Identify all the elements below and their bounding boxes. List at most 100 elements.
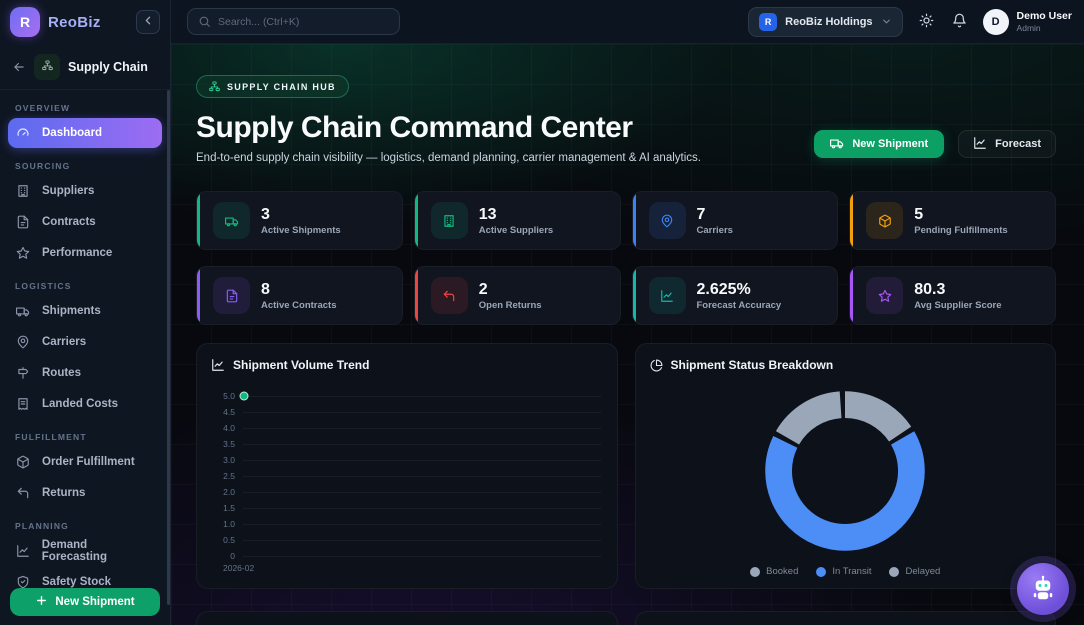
- sidebar-nav: Overview Dashboard Sourcing Suppliers Contra…: [0, 90, 170, 589]
- page-title: Supply Chain Command Center: [196, 111, 633, 144]
- user-name: Demo User: [1016, 10, 1072, 23]
- search-icon: [198, 15, 211, 28]
- stat-accent-bar: [197, 267, 200, 324]
- y-tick-label: 3.5: [223, 439, 235, 449]
- y-tick-label: 4.0: [223, 423, 235, 433]
- truck-icon: [213, 202, 250, 239]
- stat-accent-bar: [850, 192, 854, 249]
- sidebar-item-carriers[interactable]: Carriers: [8, 327, 162, 357]
- gridline: [243, 428, 601, 429]
- module-icon-box: [34, 53, 60, 80]
- return-icon: [16, 486, 32, 500]
- search-box: [187, 8, 400, 35]
- stat-label: Forecast Accuracy: [696, 300, 782, 311]
- sidebar-item-contracts[interactable]: Contracts: [8, 207, 162, 237]
- sidebar-item-performance[interactable]: Performance: [8, 238, 162, 268]
- sidebar-item-safety-stock[interactable]: Safety Stock: [8, 567, 162, 597]
- sidebar-item-label: Suppliers: [42, 185, 95, 197]
- map-pin-icon: [16, 335, 32, 349]
- new-shipment-button[interactable]: New Shipment: [814, 130, 945, 158]
- sidebar-item-dashboard[interactable]: Dashboard: [8, 118, 162, 148]
- legend-item-in-transit[interactable]: In Transit: [816, 566, 871, 577]
- return-icon: [430, 277, 468, 314]
- legend-dot: [816, 566, 827, 577]
- legend-item-delayed[interactable]: Delayed: [889, 566, 940, 577]
- line-chart-icon: [211, 358, 225, 372]
- trend-icon: [16, 544, 32, 558]
- sidebar-item-label: Routes: [42, 367, 81, 379]
- bell-icon: [952, 13, 967, 31]
- stat-card-forecast-accuracy: 2.625% Forecast Accuracy: [631, 266, 839, 325]
- back-arrow-icon[interactable]: [12, 60, 26, 74]
- star-icon: [866, 277, 904, 314]
- user-menu[interactable]: D Demo User Admin: [982, 8, 1072, 35]
- stats-grid: 3 Active Shipments 13 Active Suppliers 7 Carr…: [196, 191, 1056, 325]
- company-selector[interactable]: R ReoBiz Holdings: [748, 6, 903, 37]
- sitemap-icon: [41, 58, 53, 76]
- stat-label: Carriers: [696, 225, 733, 236]
- sidebar-new-shipment-button[interactable]: New Shipment: [10, 588, 160, 616]
- sidebar-item-suppliers[interactable]: Suppliers: [8, 176, 162, 206]
- legend-item-booked[interactable]: Booked: [750, 566, 798, 577]
- nav-section-label-overview: Overview: [15, 103, 71, 113]
- forecast-button[interactable]: Forecast: [958, 130, 1056, 158]
- sidebar-item-shipments[interactable]: Shipments: [8, 296, 162, 326]
- stat-value: 80.3: [914, 281, 946, 298]
- sidebar-item-routes[interactable]: Routes: [8, 358, 162, 388]
- hero: SUPPLY CHAIN HUB Supply Chain Command Ce…: [196, 75, 1056, 164]
- notifications-button[interactable]: [950, 11, 969, 33]
- y-tick-label: 1.5: [223, 503, 235, 513]
- sidebar-item-label: Contracts: [42, 216, 96, 228]
- stat-accent-bar: [414, 267, 418, 324]
- stat-card-carriers: 7 Carriers: [631, 191, 839, 250]
- stat-accent-bar: [632, 192, 636, 249]
- main-content: SUPPLY CHAIN HUB Supply Chain Command Ce…: [171, 44, 1084, 625]
- topbar-right: R ReoBiz Holdings D Demo User Admin: [748, 6, 1072, 37]
- y-tick-label: 5.0: [223, 391, 235, 401]
- sidebar-item-returns[interactable]: Returns: [8, 478, 162, 508]
- search-input[interactable]: [218, 15, 389, 28]
- sun-icon: [919, 13, 934, 31]
- new-shipment-label: New Shipment: [55, 596, 135, 608]
- module-title: Supply Chain: [68, 59, 148, 74]
- brand-logo: R: [10, 7, 40, 37]
- sidebar: R ReoBiz Supply Chain Overview Dashboard S…: [0, 0, 171, 625]
- truck-icon: [16, 304, 32, 318]
- gridline: [243, 412, 601, 413]
- gridline: [243, 556, 601, 557]
- gauge-icon: [16, 126, 32, 140]
- donut-segment-in-transit: [765, 391, 926, 551]
- sidebar-item-landed-costs[interactable]: Landed Costs: [8, 389, 162, 419]
- building-icon: [430, 202, 468, 239]
- stat-label: Avg Supplier Score: [914, 300, 1002, 311]
- user-role: Admin: [1016, 22, 1041, 33]
- page-subtitle: End-to-end supply chain visibility — log…: [196, 152, 701, 164]
- theme-toggle-button[interactable]: [917, 11, 936, 33]
- file-icon: [213, 277, 250, 314]
- sidebar-scrollbar[interactable]: [167, 90, 170, 605]
- sidebar-item-label: Returns: [42, 487, 86, 499]
- y-tick-label: 0.5: [223, 535, 235, 545]
- nav-section-label-sourcing: Sourcing: [15, 161, 71, 171]
- y-tick-label: 2.5: [223, 471, 235, 481]
- hero-badge-label: SUPPLY CHAIN HUB: [227, 81, 336, 92]
- sidebar-item-demand-forecasting[interactable]: Demand Forecasting: [8, 536, 162, 566]
- stat-card-open-returns: 2 Open Returns: [413, 266, 621, 325]
- sidebar-item-label: Carriers: [42, 336, 87, 348]
- truck-icon: [830, 136, 844, 153]
- stat-accent-bar: [197, 192, 200, 249]
- chart-title: Shipment Status Breakdown: [670, 358, 834, 372]
- sidebar-collapse-button[interactable]: [136, 10, 160, 34]
- chart-legend: Booked In Transit Delayed: [636, 566, 1056, 577]
- sidebar-item-label: Performance: [42, 247, 113, 259]
- x-tick-label: 2026-02: [223, 563, 255, 573]
- receipt-icon: [16, 397, 32, 411]
- star-icon: [16, 246, 32, 260]
- assistant-fab-button[interactable]: [1017, 563, 1069, 615]
- sidebar-item-label: Shipments: [42, 305, 101, 317]
- sitemap-icon: [209, 81, 220, 92]
- stat-accent-bar: [414, 192, 418, 249]
- stat-accent-bar: [632, 267, 636, 324]
- sidebar-item-order-fulfillment[interactable]: Order Fulfillment: [8, 447, 162, 477]
